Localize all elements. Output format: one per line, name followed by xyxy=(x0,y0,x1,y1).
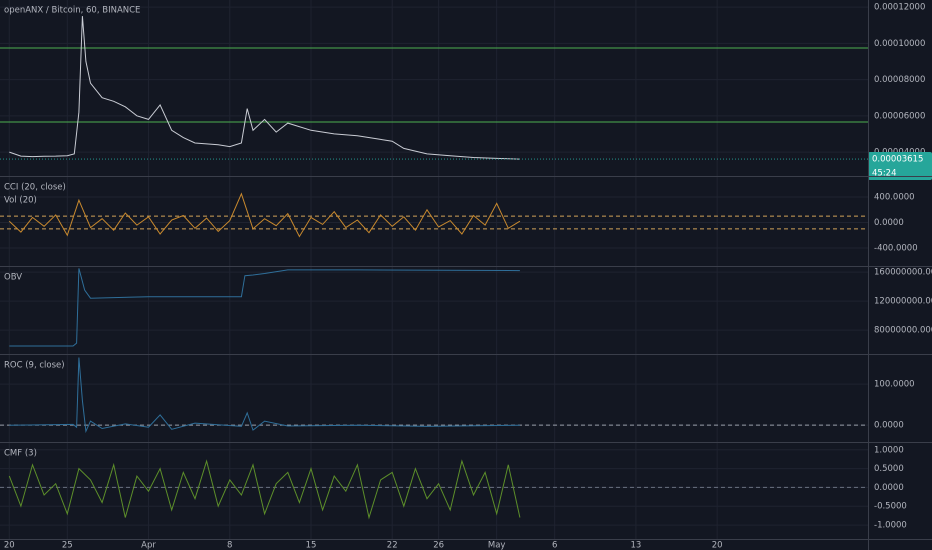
x-tick-label: 20 xyxy=(4,541,15,550)
series-line xyxy=(8,459,521,520)
x-tick-label: 25 xyxy=(62,541,73,550)
x-tick-label: 20 xyxy=(712,541,723,550)
series-line xyxy=(8,192,521,238)
y-tick-label: 100.0000 xyxy=(874,380,915,390)
x-tick-label: 15 xyxy=(306,541,317,550)
y-tick-label: 80000000.0000 xyxy=(874,326,932,336)
y-tick-label: -1.0000 xyxy=(874,521,907,531)
y-tick-label: -400.0000 xyxy=(874,244,918,254)
legend-entry: ROC (9, close) xyxy=(4,361,65,371)
x-tick-label: 8 xyxy=(227,541,232,550)
legend-entry: OBV xyxy=(4,273,22,283)
legend-entry: Vol (20) xyxy=(4,196,37,206)
series-line xyxy=(9,268,520,347)
series-line xyxy=(9,357,520,434)
y-tick-label: 0.00010000 xyxy=(874,39,925,49)
y-tick-label: 0.0000 xyxy=(874,218,904,228)
y-tick-label: 0.00006000 xyxy=(874,111,925,121)
last-price-box xyxy=(868,152,932,181)
chart-title: openANX / Bitcoin, 60, BINANCE xyxy=(4,6,140,16)
y-tick-label: 160000000.0000 xyxy=(874,268,932,278)
legend-entry: CMF (3) xyxy=(4,449,37,459)
x-tick-label: 13 xyxy=(631,541,642,550)
x-tick-label: 6 xyxy=(552,541,557,550)
legend-entry: CCI (20, close) xyxy=(4,183,66,193)
y-tick-label: -0.5000 xyxy=(874,502,907,512)
x-tick-label: May xyxy=(488,541,506,550)
x-tick-label: Apr xyxy=(141,541,156,550)
x-tick-label: 22 xyxy=(387,541,398,550)
y-tick-label: 1.0000 xyxy=(874,445,904,455)
series-line xyxy=(9,16,520,160)
countdown-label: 45:24 xyxy=(872,169,897,179)
x-tick-label: 26 xyxy=(433,541,444,550)
y-tick-label: 0.5000 xyxy=(874,464,904,474)
y-tick-label: 400.0000 xyxy=(874,193,915,203)
y-tick-label: 0.0000 xyxy=(874,483,904,493)
last-price-label: 0.00003615 xyxy=(872,155,923,165)
y-tick-label: 0.00008000 xyxy=(874,75,925,85)
y-tick-label: 120000000.0000 xyxy=(874,297,932,307)
y-tick-label: 0.0000 xyxy=(874,421,904,431)
y-tick-label: 0.00012000 xyxy=(874,3,925,13)
